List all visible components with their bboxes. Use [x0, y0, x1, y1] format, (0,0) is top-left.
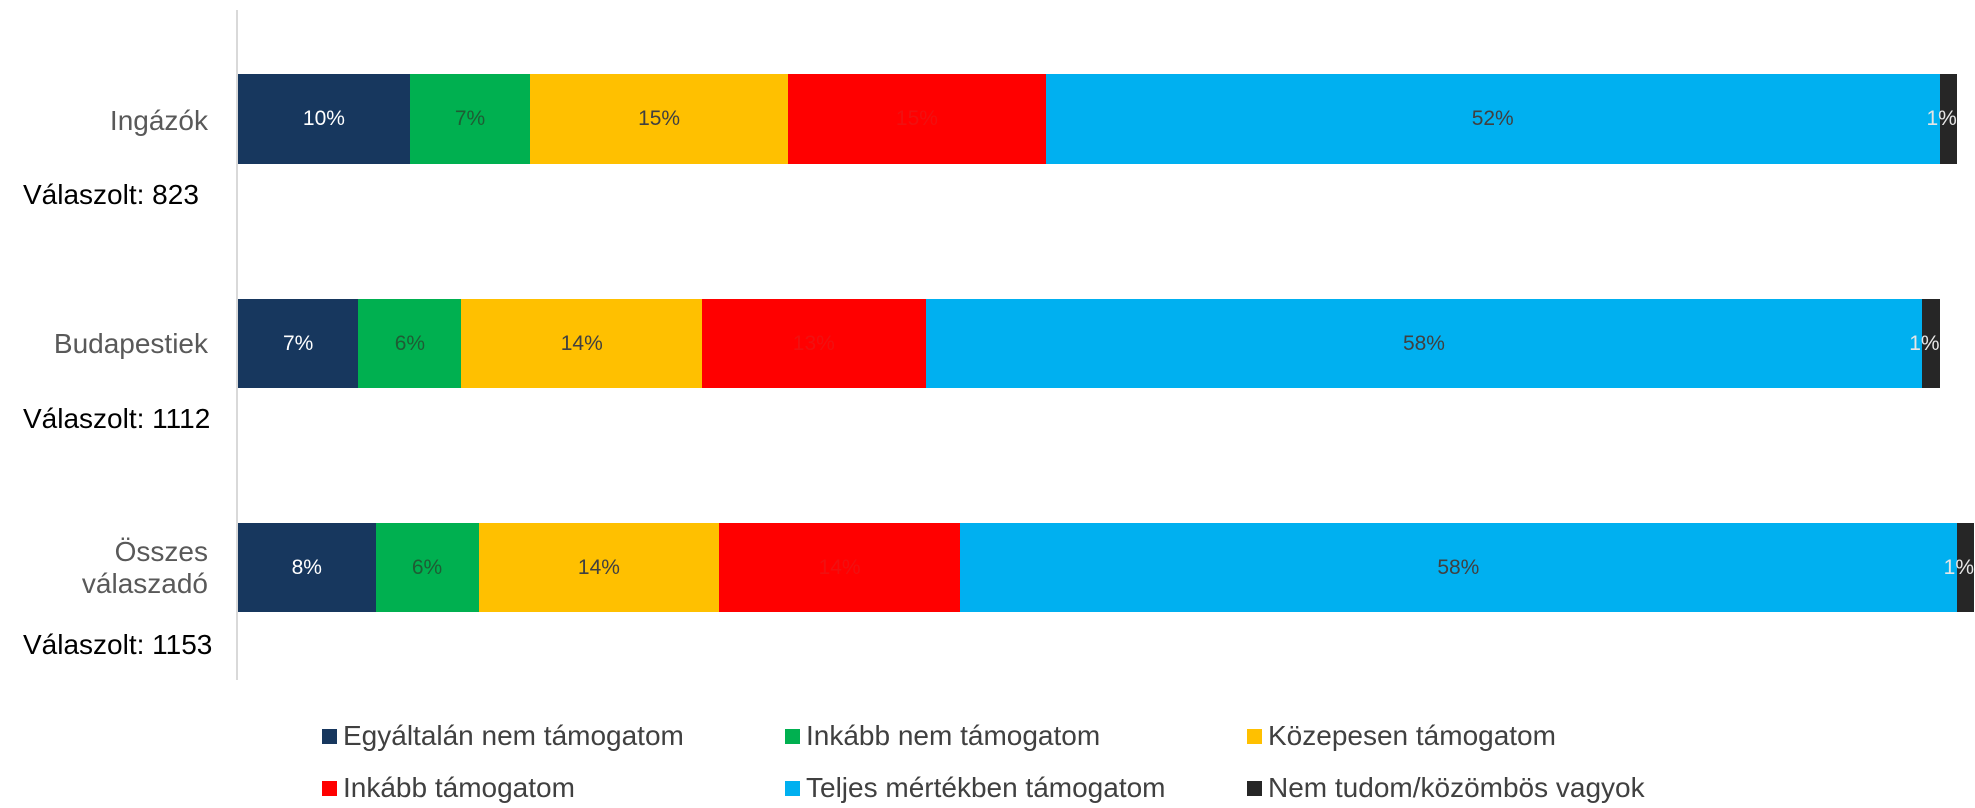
category-label: Budapestiek — [53, 328, 208, 359]
bar-segment — [461, 299, 703, 388]
category-label: Ingázók — [109, 105, 208, 136]
legend-label: Nem tudom/közömbös vagyok — [1268, 772, 1645, 803]
bar-segment — [1045, 74, 1940, 164]
legend-swatch — [322, 780, 337, 796]
legend-item: Teljes mértékben támogatom — [785, 772, 1166, 804]
legend-label: Inkább nem támogatom — [806, 720, 1101, 751]
bar-segment — [702, 299, 926, 388]
legend-item: Egyáltalán nem támogatom — [322, 720, 684, 752]
legend-item: Nem tudom/közömbös vagyok — [1247, 772, 1645, 804]
legend-swatch — [785, 780, 800, 796]
legend-label: Teljes mértékben támogatom — [806, 772, 1166, 803]
legend-swatch — [1247, 780, 1262, 796]
bar-segment — [719, 523, 960, 612]
legend-label: Egyáltalán nem támogatom — [343, 720, 684, 751]
data-label: 6% — [394, 331, 426, 355]
data-label: 7% — [282, 331, 314, 355]
bar-segment — [530, 74, 788, 164]
legend-swatch — [1247, 728, 1262, 744]
data-label: 10% — [302, 107, 345, 130]
legend-swatch — [322, 728, 337, 744]
bar-segment — [1939, 74, 1957, 164]
data-label: 15% — [638, 107, 681, 130]
legend-item: Közepesen támogatom — [1247, 720, 1556, 752]
bar-segment — [925, 299, 1923, 388]
legend-item: Inkább nem támogatom — [785, 720, 1100, 752]
legend-swatch — [785, 728, 800, 744]
data-label: 1% — [1943, 555, 1974, 579]
category-label: Összes válaszadó — [81, 536, 208, 599]
bar-segment — [1956, 523, 1974, 612]
bar-segment — [959, 523, 1957, 612]
respondent-count: Válaszolt: 823 — [23, 179, 199, 210]
respondent-count: Válaszolt: 1112 — [23, 403, 211, 434]
bar-segment — [478, 523, 720, 612]
data-label: 58% — [1402, 331, 1445, 355]
data-label: 6% — [411, 555, 443, 579]
legend-label: Inkább támogatom — [343, 772, 575, 803]
data-label: 1% — [1909, 331, 1940, 355]
bar-segment — [238, 74, 410, 164]
data-label: 14% — [560, 331, 603, 355]
legend-label: Közepesen támogatom — [1268, 720, 1556, 751]
data-label: 58% — [1437, 555, 1480, 579]
bar-segment — [238, 299, 359, 388]
category-axis-line — [236, 10, 238, 680]
bar-segment — [358, 299, 462, 388]
data-label: 1% — [1926, 107, 1957, 130]
respondent-count: Válaszolt: 1153 — [23, 629, 213, 660]
bar-segment — [375, 523, 479, 612]
bar-segment — [788, 74, 1046, 164]
bar-segment — [1922, 299, 1940, 388]
data-label: 14% — [577, 555, 620, 579]
data-label: 7% — [454, 107, 486, 130]
bar-segment — [238, 523, 376, 612]
data-label: 8% — [291, 555, 322, 579]
data-label: 14% — [818, 555, 861, 579]
data-label: 15% — [895, 107, 938, 130]
data-label: 52% — [1471, 107, 1514, 130]
data-label: 13% — [792, 331, 835, 355]
bar-segment — [409, 74, 531, 164]
legend-item: Inkább támogatom — [322, 772, 575, 804]
